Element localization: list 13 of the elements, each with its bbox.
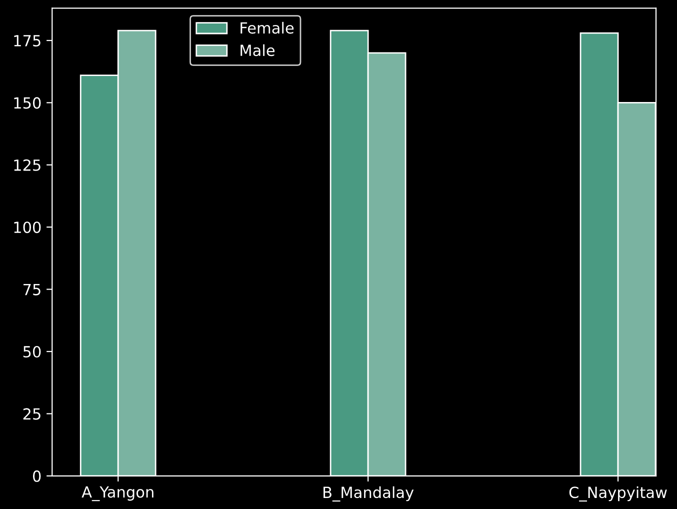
y-tick-label: 100	[14, 222, 41, 234]
y-tick-label: 50	[23, 346, 41, 358]
x-tick-label: B_Mandalay	[324, 486, 414, 502]
y-tick-label: 150	[14, 97, 41, 109]
y-tick-label: 75	[24, 284, 40, 296]
y-tick-label: 25	[23, 408, 40, 420]
legend-label: Female	[240, 22, 294, 34]
y-tick-label: 0	[33, 470, 41, 482]
y-tick-label: 125	[14, 159, 40, 171]
x-tick-label: C_Naypyitaw	[569, 486, 667, 502]
legend-label: Male	[240, 44, 275, 56]
y-tick-label: 175	[14, 35, 40, 47]
x-tick-label: A_Yangon	[82, 486, 154, 502]
